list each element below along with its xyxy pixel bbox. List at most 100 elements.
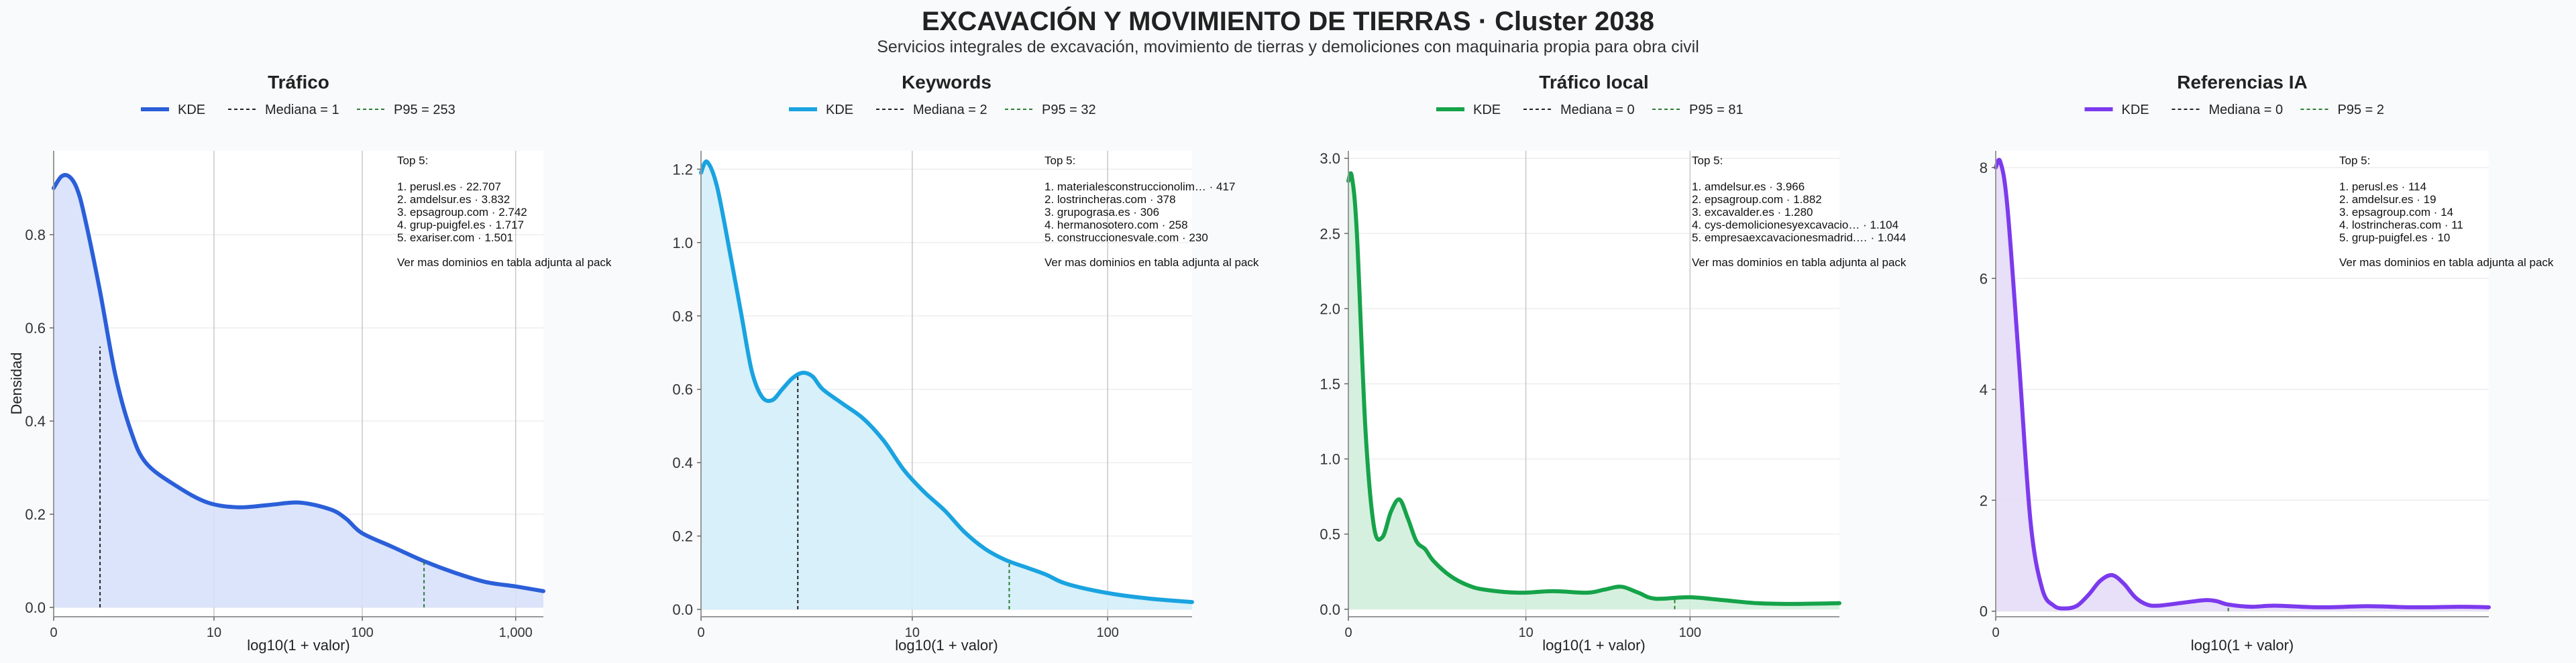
x-axis-label: log10(1 + valor)	[2191, 637, 2294, 654]
legend-p95-label: P95 = 32	[1042, 103, 1096, 117]
y-tick-label: 6	[1980, 270, 1988, 287]
plot-area	[1996, 151, 2489, 617]
top5-entry: 3. epsagroup.com · 14	[2339, 206, 2453, 219]
x-tick-label: 100	[1679, 625, 1701, 640]
y-tick-label: 0.2	[672, 528, 693, 545]
top5-entry: 4. hermanosotero.com · 258	[1044, 219, 1188, 231]
x-tick-label: 0	[50, 625, 57, 640]
y-tick-label: 0.0	[1320, 601, 1340, 618]
top5-entry: 1. materialesconstruccionolim… · 417	[1044, 180, 1235, 193]
kde-area	[54, 175, 543, 608]
legend-median-label: Mediana = 2	[913, 103, 987, 117]
top5-entry: 5. grup-puigfel.es · 10	[2339, 231, 2450, 244]
legend-median-label: Mediana = 0	[2209, 103, 2284, 117]
y-tick-label: 3.0	[1320, 150, 1340, 167]
y-tick-label: 0.5	[1320, 526, 1340, 543]
top5-entry: 2. lostrincheras.com · 378	[1044, 193, 1176, 206]
kde-line	[1346, 171, 1841, 606]
top5-entry: 2. epsagroup.com · 1.882	[1692, 193, 1822, 206]
top5-title: Top 5:	[2339, 154, 2370, 167]
y-tick-label: 2	[1980, 492, 1988, 509]
legend-kde-label: KDE	[826, 103, 853, 117]
y-tick-label: 0.0	[672, 601, 693, 618]
y-tick-label: 4	[1980, 381, 1988, 398]
kde-line	[1994, 158, 2491, 611]
y-tick-label: 0	[1980, 603, 1988, 620]
y-tick-label: 0.8	[672, 308, 693, 324]
x-axis-label: log10(1 + valor)	[895, 637, 998, 654]
top5-note: Ver mas dominios en tabla adjunta al pac…	[2339, 256, 2554, 269]
chart-panel-4: 0 2 4 6 8 0 log10(1 + valor) Referencias IA KDE M…	[1980, 72, 2554, 654]
y-tick-label: 0.6	[25, 320, 46, 337]
top5-entry: 4. grup-puigfel.es · 1.717	[397, 219, 524, 231]
kde-line	[699, 159, 1194, 605]
subplot-title: Tráfico	[268, 72, 329, 93]
y-tick-label: 1.5	[1320, 376, 1340, 393]
x-axis-label: log10(1 + valor)	[247, 637, 350, 654]
top5-note: Ver mas dominios en tabla adjunta al pac…	[397, 256, 612, 269]
y-tick-label: 1.2	[672, 161, 693, 178]
x-tick-label: 1,000	[499, 625, 533, 640]
kde-area	[701, 161, 1192, 610]
x-tick-label: 10	[207, 625, 221, 640]
top5-entry: 2. amdelsur.es · 3.832	[397, 193, 510, 206]
y-tick-label: 0.4	[25, 413, 46, 430]
y-tick-label: 2.5	[1320, 225, 1340, 242]
legend-median-label: Mediana = 0	[1560, 103, 1635, 117]
legend-p95-label: P95 = 253	[394, 103, 455, 117]
legend-kde-label: KDE	[2122, 103, 2149, 117]
y-tick-label: 0.2	[25, 506, 46, 523]
top5-entry: 4. lostrincheras.com · 11	[2339, 219, 2463, 231]
top5-entry: 5. empresaexcavacionesmadrid.… · 1.044	[1692, 231, 1906, 244]
top5-entry: 1. amdelsur.es · 3.966	[1692, 180, 1805, 193]
x-tick-label: 10	[905, 625, 920, 640]
y-tick-label: 1.0	[672, 235, 693, 251]
y-tick-label: 1.0	[1320, 451, 1340, 468]
top5-entry: 5. exariser.com · 1.501	[397, 231, 513, 244]
legend-median-label: Mediana = 1	[265, 103, 339, 117]
subplot-title: Keywords	[902, 72, 991, 93]
top5-entry: 1. perusl.es · 22.707	[397, 180, 501, 193]
legend-p95-label: P95 = 81	[1689, 103, 1743, 117]
legend-p95-label: P95 = 2	[2338, 103, 2385, 117]
chart-panel-2: 0.0 0.2 0.4 0.6 0.8 1.0 1.2 0 10 100 log10(1 + val…	[672, 72, 1259, 654]
chart-panel-3: 0.0 0.5 1.0 1.5 2.0 2.5 3.0 0 10 100 log10(1 + val…	[1320, 72, 1907, 654]
x-tick-label: 0	[1992, 625, 1999, 640]
y-axis-label: Densidad	[8, 353, 25, 415]
top5-entry: 2. amdelsur.es · 19	[2339, 193, 2436, 206]
top5-title: Top 5:	[397, 154, 428, 167]
x-tick-label: 100	[351, 625, 373, 640]
top5-note: Ver mas dominios en tabla adjunta al pac…	[1692, 256, 1907, 269]
legend-kde-label: KDE	[1473, 103, 1501, 117]
y-tick-label: 8	[1980, 160, 1988, 176]
x-tick-label: 0	[697, 625, 704, 640]
chart-panel-1: 0.0 0.2 0.4 0.6 0.8 0 10 100 1,000 log10(1 + valo…	[8, 72, 612, 654]
top5-entry: 3. grupograsa.es · 306	[1044, 206, 1159, 219]
legend-kde-label: KDE	[178, 103, 205, 117]
x-tick-label: 0	[1344, 625, 1352, 640]
y-tick-label: 2.0	[1320, 300, 1340, 317]
figure-title: EXCAVACIÓN Y MOVIMIENTO DE TIERRAS · Clu…	[921, 7, 1655, 36]
subplot-title: Referencias IA	[2177, 72, 2308, 93]
top5-title: Top 5:	[1044, 154, 1075, 167]
kde-area	[1348, 173, 1839, 609]
subplot-title: Tráfico local	[1539, 72, 1648, 93]
x-axis-label: log10(1 + valor)	[1542, 637, 1645, 654]
y-tick-label: 0.6	[672, 381, 693, 398]
top5-entry: 3. epsagroup.com · 2.742	[397, 206, 527, 219]
top5-entry: 5. construccionesvale.com · 230	[1044, 231, 1208, 244]
top5-entry: 4. cys-demolicionesyexcavacio… · 1.104	[1692, 219, 1898, 231]
x-tick-label: 100	[1096, 625, 1118, 640]
top5-entry: 3. excavalder.es · 1.280	[1692, 206, 1813, 219]
top5-entry: 1. perusl.es · 114	[2339, 180, 2426, 193]
y-tick-label: 0.4	[672, 455, 693, 471]
y-tick-label: 0.0	[25, 599, 46, 616]
y-tick-label: 0.8	[25, 227, 46, 243]
top5-title: Top 5:	[1692, 154, 1723, 167]
top5-note: Ver mas dominios en tabla adjunta al pac…	[1044, 256, 1259, 269]
x-tick-label: 10	[1518, 625, 1533, 640]
kde-line	[52, 173, 545, 593]
figure-subtitle: Servicios integrales de excavación, movi…	[877, 38, 1699, 56]
